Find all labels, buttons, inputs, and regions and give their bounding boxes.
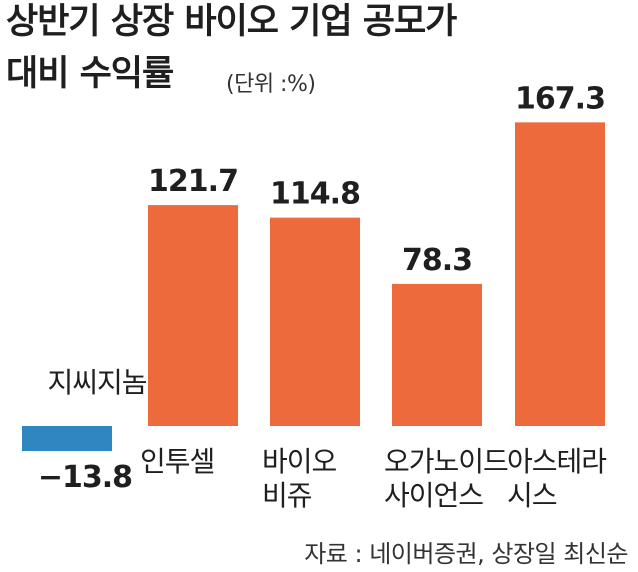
category-label-1-0: 인투셀 bbox=[140, 445, 214, 478]
bar-2 bbox=[270, 217, 360, 426]
chart-title-line1: 상반기 상장 바이오 기업 공모가 bbox=[6, 2, 457, 42]
source-note: 자료 : 네이버증권, 상장일 최신순 bbox=[304, 540, 628, 568]
value-label-4: 167.3 bbox=[515, 81, 605, 116]
category-label-3-0: 오가노이드 bbox=[384, 445, 508, 478]
value-label-1: 121.7 bbox=[148, 164, 238, 199]
category-label-4-0: 아스테라 bbox=[507, 445, 606, 478]
chart-title-line2: 대비 수익률 bbox=[6, 54, 174, 94]
category-label-0-0: 지씨지놈 bbox=[47, 366, 146, 399]
value-label-3: 78.3 bbox=[402, 243, 472, 278]
bar-0 bbox=[22, 426, 112, 452]
category-label-2-0: 바이오 bbox=[262, 445, 337, 478]
bar-1 bbox=[148, 205, 238, 426]
unit-label: (단위 :%) bbox=[226, 72, 316, 97]
category-label-3-1: 사이언스 bbox=[384, 479, 483, 512]
bar-3 bbox=[392, 283, 482, 426]
category-label-4-1: 시스 bbox=[507, 479, 557, 512]
category-label-2-1: 비쥬 bbox=[262, 479, 312, 512]
bar-4 bbox=[515, 122, 605, 427]
value-label-2: 114.8 bbox=[270, 177, 360, 212]
value-label-0: −13.8 bbox=[38, 460, 132, 495]
